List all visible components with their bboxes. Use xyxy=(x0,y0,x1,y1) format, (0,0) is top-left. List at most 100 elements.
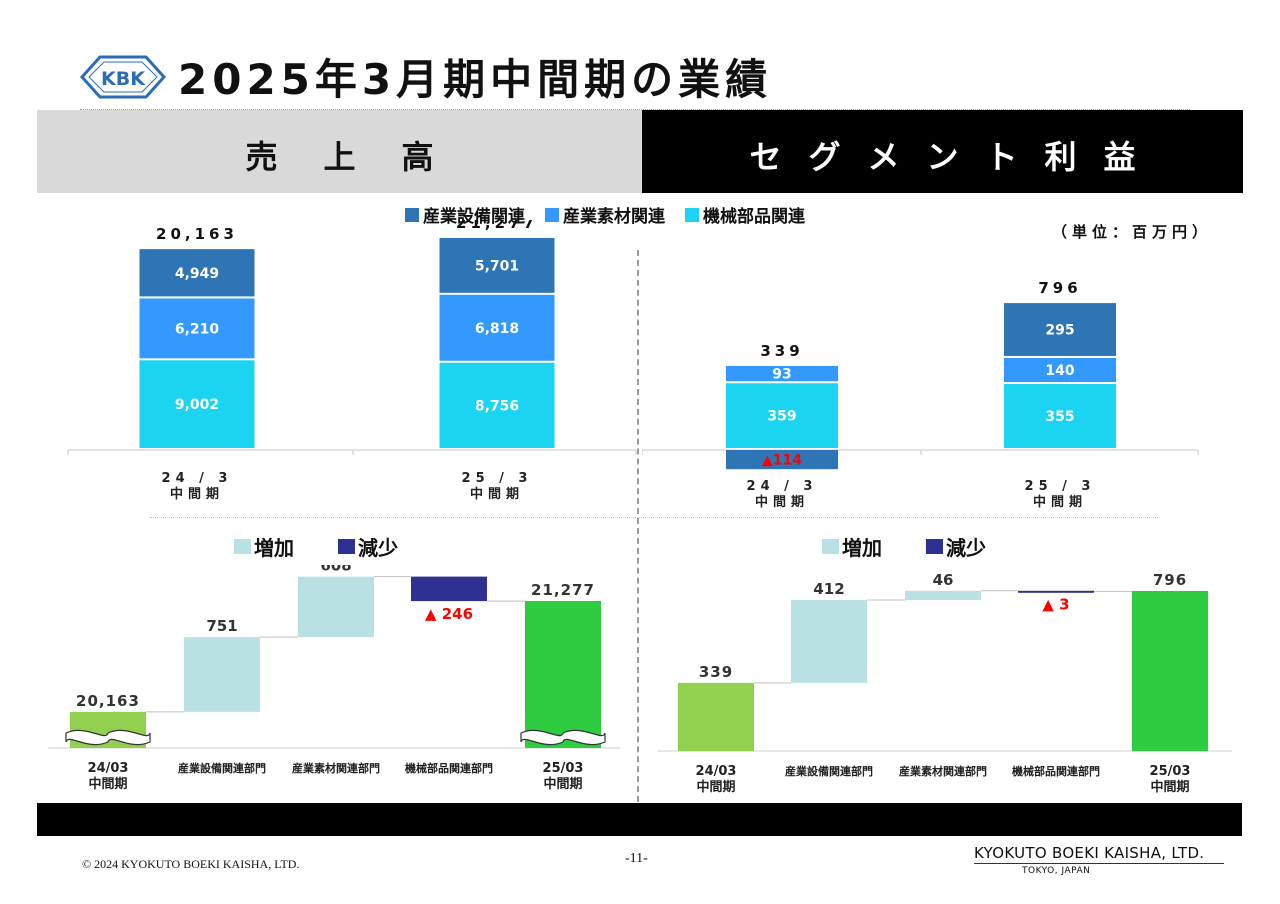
waterfall-bar-2 xyxy=(905,590,981,601)
waterfall-value-label-0: 339 xyxy=(699,663,733,681)
legend-swatch-increase xyxy=(822,539,839,554)
waterfall-category-4-line-0: 25/03 xyxy=(1150,764,1191,779)
bar-1-機械部品関連 xyxy=(439,362,555,448)
legend-label-increase: 増加 xyxy=(254,536,294,560)
bar-1-産業素材関連 xyxy=(1004,357,1116,382)
category-label-0-line-0: 24 / 3 xyxy=(747,479,818,494)
bar-value-label-0-2: 4,949 xyxy=(175,266,219,282)
bar-1-産業設備関連 xyxy=(1004,303,1116,356)
legend-label-materials: 産業素材関連 xyxy=(563,207,665,227)
bar-0-産業設備関連 xyxy=(726,450,838,470)
legend-item-materials: 産業素材関連 xyxy=(545,202,665,227)
legend-swatch-decrease xyxy=(926,539,943,554)
legend-swatch-parts xyxy=(685,207,699,222)
legend-swatch-materials xyxy=(545,207,559,222)
legend-label-increase: 増加 xyxy=(842,536,882,560)
waterfall-category-0-line-0: 24/03 xyxy=(88,761,129,776)
company-rule xyxy=(974,863,1224,864)
bar-1-機械部品関連 xyxy=(1004,383,1116,448)
legend-item-parts: 機械部品関連 xyxy=(685,202,805,227)
legend-item-increase: 増加 xyxy=(234,532,294,561)
total-label-1: 796 xyxy=(1038,279,1081,297)
profit-waterfall-legend: 増加 減少 xyxy=(822,532,986,561)
category-label-0-line-0: 24 / 3 xyxy=(162,471,233,486)
waterfall-bar-0 xyxy=(678,682,754,751)
waterfall-category-4-line-1: 中間期 xyxy=(543,776,582,792)
waterfall-value-label-0: 20,163 xyxy=(76,692,140,710)
waterfall-category-0-line-0: 24/03 xyxy=(696,764,737,779)
legend-label-parts: 機械部品関連 xyxy=(703,207,805,227)
total-label-0: 339 xyxy=(760,342,803,360)
waterfall-bar-4 xyxy=(1132,591,1208,751)
legend-item-increase: 増加 xyxy=(822,532,882,561)
waterfall-category-1: 産業設備関連部門 xyxy=(178,761,266,775)
total-label-1: 21,277 xyxy=(456,220,538,232)
waterfall-category-4-line-1: 中間期 xyxy=(1150,779,1189,795)
waterfall-bar-2 xyxy=(298,576,374,638)
waterfall-category-2: 産業素材関連部門 xyxy=(292,761,380,775)
unit-label: （単位：百万円） xyxy=(1052,223,1213,241)
waterfall-value-label-2: 608 xyxy=(320,565,351,575)
company-city: TOKYO, JAPAN xyxy=(1022,866,1091,876)
category-label-0-line-1: 中間期 xyxy=(170,486,224,502)
sales-waterfall-legend: 増加 減少 xyxy=(234,532,398,561)
kbk-logo: KBK xyxy=(80,55,166,99)
waterfall-category-0-line-1: 中間期 xyxy=(88,776,127,792)
legend-swatch-decrease xyxy=(338,539,355,554)
footer-bar xyxy=(37,803,1242,836)
bar-0-産業設備関連 xyxy=(139,249,255,297)
waterfall-value-label-4: 796 xyxy=(1153,571,1187,589)
waterfall-bar-1 xyxy=(791,600,867,683)
waterfall-bar-1 xyxy=(184,637,260,712)
bar-1-産業設備関連 xyxy=(439,238,555,293)
waterfall-category-1: 産業設備関連部門 xyxy=(785,764,873,778)
waterfall-category-2: 産業素材関連部門 xyxy=(899,764,987,778)
bar-value-label-0-0: 9,002 xyxy=(175,397,219,413)
company-name: KYOKUTO BOEKI KAISHA, LTD. xyxy=(974,844,1205,862)
horizontal-divider xyxy=(150,517,1160,518)
axis-break-mark-1 xyxy=(520,729,606,746)
bar-value-label-1-0: 355 xyxy=(1045,409,1074,425)
bar-value-label-0-0: 359 xyxy=(767,409,796,425)
waterfall-category-3: 機械部品関連部門 xyxy=(405,761,493,775)
legend-label-decrease: 減少 xyxy=(946,536,986,560)
bar-value-label-1-2: 295 xyxy=(1045,323,1074,339)
total-label-0: 20,163 xyxy=(156,225,238,243)
vertical-divider xyxy=(637,250,639,802)
legend-swatch-increase xyxy=(234,539,251,554)
legend-item-decrease: 減少 xyxy=(926,532,986,561)
waterfall-value-label-1: 751 xyxy=(206,617,237,635)
category-label-0-line-1: 中間期 xyxy=(755,494,809,510)
category-label-1-line-1: 中間期 xyxy=(470,486,524,502)
waterfall-value-label-3: ▲ 246 xyxy=(425,605,473,623)
legend-item-equipment: 産業設備関連 xyxy=(405,202,525,227)
axis-break-mark-0 xyxy=(65,729,151,746)
bar-value-label-0-2: ▲114 xyxy=(762,453,802,469)
waterfall-category-3: 機械部品関連部門 xyxy=(1012,764,1100,778)
bar-value-label-0-1: 6,210 xyxy=(175,321,220,337)
waterfall-value-label-3: ▲ 3 xyxy=(1042,595,1069,613)
bar-0-機械部品関連 xyxy=(726,383,838,448)
title-rule xyxy=(80,109,1190,110)
bar-value-label-1-0: 8,756 xyxy=(475,398,519,414)
category-label-1-line-1: 中間期 xyxy=(1033,494,1087,510)
waterfall-value-label-4: 21,277 xyxy=(531,581,595,599)
copyright: © 2024 KYOKUTO BOEKI KAISHA, LTD. xyxy=(82,857,300,871)
logo-text: KBK xyxy=(101,68,146,90)
bar-value-label-0-1: 93 xyxy=(772,367,791,383)
page-title: 2025年3月期中間期の業績 xyxy=(178,55,773,104)
legend-item-decrease: 減少 xyxy=(338,532,398,561)
bar-0-機械部品関連 xyxy=(139,360,255,448)
segment-legend: 産業設備関連 産業素材関連 機械部品関連 xyxy=(405,202,805,227)
waterfall-category-4-line-0: 25/03 xyxy=(543,761,584,776)
category-label-1-line-0: 25 / 3 xyxy=(462,471,533,486)
legend-label-equipment: 産業設備関連 xyxy=(423,207,525,227)
sales-section-band: 売上高 xyxy=(37,110,642,193)
bar-0-産業素材関連 xyxy=(139,298,255,359)
segment-section-label: セグメント利益 xyxy=(749,138,1163,176)
waterfall-bar-3 xyxy=(1018,590,1094,593)
legend-label-decrease: 減少 xyxy=(358,536,398,560)
